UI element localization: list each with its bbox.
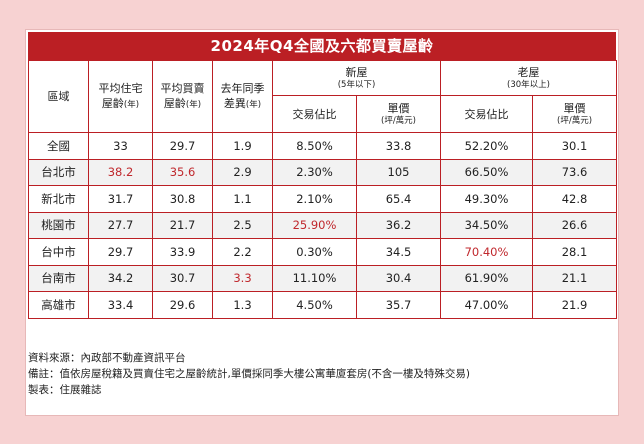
data-table: 區域 平均住宅 屋齡(年) 平均買賣 屋齡(年) 去年同季 差異(年) 新屋 (… — [28, 60, 618, 319]
header-old-house: 老屋 (30年以上) — [440, 60, 618, 96]
table-row: 新北市 31.7 30.8 1.1 2.10% 65.4 49.30% 42.8 — [28, 185, 618, 213]
header-avg-residential-age: 平均住宅 屋齡(年) — [88, 60, 153, 133]
cell-avg-res-age: 38.2 — [88, 158, 153, 186]
cell-new-share: 8.50% — [272, 132, 357, 160]
cell-old-share: 47.00% — [440, 291, 534, 319]
cell-new-price: 105 — [355, 158, 442, 186]
made-by-note: 製表：住展雜誌 — [28, 384, 102, 396]
cell-region: 台南市 — [28, 264, 89, 292]
cell-new-price: 30.4 — [355, 264, 442, 292]
cell-old-price: 21.9 — [532, 291, 618, 319]
header-region: 區域 — [28, 60, 89, 133]
page-title: 2024年Q4全國及六都買賣屋齡 — [28, 32, 616, 60]
cell-avg-txn-age: 29.6 — [152, 291, 213, 319]
cell-old-price: 28.1 — [532, 238, 618, 266]
table-row: 台北市 38.2 35.6 2.9 2.30% 105 66.50% 73.6 — [28, 158, 618, 186]
cell-avg-txn-age: 33.9 — [152, 238, 213, 266]
table-row: 全國 33 29.7 1.9 8.50% 33.8 52.20% 30.1 — [28, 132, 618, 160]
cell-old-price: 73.6 — [532, 158, 618, 186]
cell-yoy: 1.9 — [212, 132, 273, 160]
cell-avg-txn-age: 30.8 — [152, 185, 213, 213]
cell-old-price: 26.6 — [532, 211, 618, 239]
header-new-share: 交易佔比 — [272, 95, 357, 133]
cell-avg-txn-age: 21.7 — [152, 211, 213, 239]
header-avg-transaction-age: 平均買賣 屋齡(年) — [152, 60, 213, 133]
header-yoy-diff: 去年同季 差異(年) — [212, 60, 273, 133]
cell-avg-res-age: 33.4 — [88, 291, 153, 319]
header-old-share: 交易佔比 — [440, 95, 534, 133]
cell-yoy: 2.2 — [212, 238, 273, 266]
cell-new-share: 11.10% — [272, 264, 357, 292]
cell-old-price: 21.1 — [532, 264, 618, 292]
table-row: 台南市 34.2 30.7 3.3 11.10% 30.4 61.90% 21.… — [28, 264, 618, 292]
cell-old-share: 70.40% — [440, 238, 534, 266]
header-new-price: 單價 (坪/萬元) — [355, 95, 442, 133]
cell-old-price: 42.8 — [532, 185, 618, 213]
cell-new-share: 2.10% — [272, 185, 357, 213]
cell-region: 全國 — [28, 132, 89, 160]
cell-new-price: 35.7 — [355, 291, 442, 319]
cell-old-share: 49.30% — [440, 185, 534, 213]
cell-avg-txn-age: 29.7 — [152, 132, 213, 160]
cell-region: 高雄市 — [28, 291, 89, 319]
footnotes: 資料來源：內政部不動產資訊平台 備註：值依房屋稅籍及買賣住宅之屋齡統計,單價採同… — [28, 350, 616, 398]
cell-region: 桃園市 — [28, 211, 89, 239]
cell-old-share: 61.90% — [440, 264, 534, 292]
table-card: 2024年Q4全國及六都買賣屋齡 區域 平均住宅 屋齡(年) 平均買賣 屋齡(年… — [25, 29, 619, 416]
remark-note: 備註：值依房屋稅籍及買賣住宅之屋齡統計,單價採同季大樓公寓華廈套房(不含一樓及特… — [28, 368, 471, 380]
cell-new-price: 33.8 — [355, 132, 442, 160]
cell-yoy: 3.3 — [212, 264, 273, 292]
cell-avg-res-age: 31.7 — [88, 185, 153, 213]
cell-yoy: 2.5 — [212, 211, 273, 239]
cell-avg-txn-age: 35.6 — [152, 158, 213, 186]
header-old-price: 單價 (坪/萬元) — [532, 95, 618, 133]
cell-old-price: 30.1 — [532, 132, 618, 160]
table-row: 高雄市 33.4 29.6 1.3 4.50% 35.7 47.00% 21.9 — [28, 291, 618, 319]
cell-old-share: 66.50% — [440, 158, 534, 186]
cell-region: 台中市 — [28, 238, 89, 266]
cell-avg-res-age: 27.7 — [88, 211, 153, 239]
cell-yoy: 1.3 — [212, 291, 273, 319]
cell-new-price: 65.4 — [355, 185, 442, 213]
cell-old-share: 52.20% — [440, 132, 534, 160]
cell-new-share: 4.50% — [272, 291, 357, 319]
cell-avg-txn-age: 30.7 — [152, 264, 213, 292]
cell-new-share: 2.30% — [272, 158, 357, 186]
cell-region: 台北市 — [28, 158, 89, 186]
cell-new-price: 34.5 — [355, 238, 442, 266]
cell-new-share: 0.30% — [272, 238, 357, 266]
cell-new-price: 36.2 — [355, 211, 442, 239]
source-note: 資料來源：內政部不動產資訊平台 — [28, 352, 186, 364]
cell-avg-res-age: 34.2 — [88, 264, 153, 292]
cell-avg-res-age: 33 — [88, 132, 153, 160]
cell-region: 新北市 — [28, 185, 89, 213]
cell-avg-res-age: 29.7 — [88, 238, 153, 266]
cell-yoy: 1.1 — [212, 185, 273, 213]
header-new-house: 新屋 (5年以下) — [271, 60, 442, 96]
cell-yoy: 2.9 — [212, 158, 273, 186]
cell-new-share: 25.90% — [272, 211, 357, 239]
cell-old-share: 34.50% — [440, 211, 534, 239]
table-row: 桃園市 27.7 21.7 2.5 25.90% 36.2 34.50% 26.… — [28, 211, 618, 239]
table-row: 台中市 29.7 33.9 2.2 0.30% 34.5 70.40% 28.1 — [28, 238, 618, 266]
